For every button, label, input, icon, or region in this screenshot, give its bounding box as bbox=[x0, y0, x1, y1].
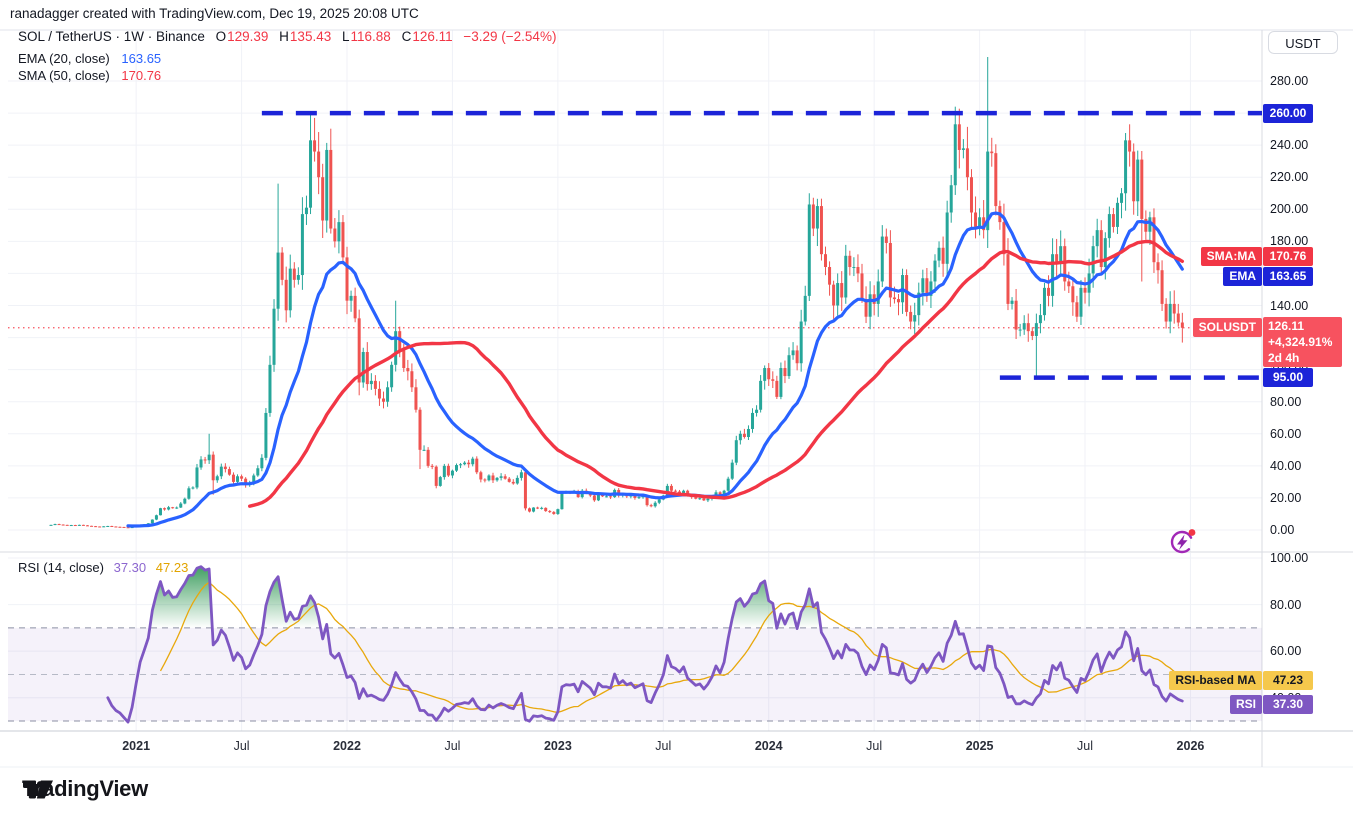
sma-axis-chip: SMA:MA bbox=[1200, 246, 1262, 266]
price-tick-label: 20.00 bbox=[1270, 490, 1302, 505]
price-tick-label: 40.00 bbox=[1270, 458, 1302, 473]
rsi-ma-axis-chip: RSI-based MA bbox=[1169, 671, 1262, 691]
ema-legend-row[interactable]: EMA (20, close) 163.65 bbox=[18, 52, 556, 65]
rsi-ma-badge[interactable]: 47.23 bbox=[1263, 671, 1313, 691]
rsi-value: 37.30 bbox=[113, 560, 147, 575]
symbol-legend[interactable]: SOL / TetherUS · 1W · Binance O129.39 H1… bbox=[18, 30, 556, 86]
rsi-legend-row[interactable]: RSI (14, close) 37.30 47.23 bbox=[18, 560, 194, 575]
change-value: −3.29 (−2.54%) bbox=[463, 29, 557, 44]
rsi-tick-label: 60.00 bbox=[1270, 644, 1302, 659]
lightning-bolt-icon bbox=[1177, 534, 1188, 550]
time-axis-label: Jul bbox=[233, 739, 250, 753]
attribution-text: ranadagger created with TradingView.com,… bbox=[10, 6, 419, 21]
price-tick-label: 180.00 bbox=[1270, 234, 1309, 249]
resistance-price-badge[interactable]: 260.00 bbox=[1263, 103, 1313, 123]
rsi-badge[interactable]: 37.30 bbox=[1263, 694, 1313, 714]
symbol-axis-chip: SOLUSDT bbox=[1192, 318, 1262, 338]
symbol-header-row[interactable]: SOL / TetherUS · 1W · Binance O129.39 H1… bbox=[18, 30, 556, 44]
price-tick-label: 220.00 bbox=[1270, 170, 1309, 185]
time-axis-label: Jul bbox=[866, 739, 883, 753]
rsi-tick-label: 80.00 bbox=[1270, 597, 1302, 612]
currency-button[interactable]: USDT bbox=[1268, 31, 1338, 54]
support-price-badge[interactable]: 95.00 bbox=[1263, 368, 1313, 388]
ema-price-badge[interactable]: 163.65 bbox=[1263, 266, 1313, 286]
low-value: L116.88 bbox=[341, 29, 391, 44]
time-axis-label: 2026 bbox=[1176, 739, 1205, 753]
sma-label: SMA (50, close) bbox=[18, 67, 110, 83]
price-tick-label: 140.00 bbox=[1270, 298, 1309, 313]
red-dot bbox=[1188, 529, 1196, 536]
price-tick-label: 80.00 bbox=[1270, 394, 1302, 409]
sma-legend-row[interactable]: SMA (50, close) 170.76 bbox=[18, 69, 556, 82]
ema-label: EMA (20, close) bbox=[18, 50, 110, 66]
symbol-title: SOL / TetherUS · 1W · Binance bbox=[18, 29, 205, 44]
rsi-label: RSI (14, close) bbox=[18, 560, 104, 575]
time-axis-label: Jul bbox=[444, 739, 461, 753]
time-axis-label: 2025 bbox=[965, 739, 994, 753]
price-tick-label: 280.00 bbox=[1270, 74, 1309, 88]
price-tick-label: 60.00 bbox=[1270, 426, 1302, 441]
time-axis-label: 2023 bbox=[543, 739, 572, 753]
open-value: O129.39 bbox=[215, 29, 269, 44]
total-change-percent: +4,324.91% bbox=[1268, 334, 1333, 349]
tradingview-logo-icon bbox=[23, 780, 53, 799]
rsi-tick-label: 100.00 bbox=[1270, 551, 1309, 565]
price-tick-label: 240.00 bbox=[1270, 138, 1309, 153]
rsi-ma-value: 47.23 bbox=[155, 560, 189, 575]
close-value: C126.11 bbox=[401, 29, 453, 44]
time-axis-label: 2022 bbox=[333, 739, 361, 753]
rsi-axis-chip: RSI bbox=[1229, 694, 1262, 714]
ema-value: 163.65 bbox=[121, 50, 162, 66]
tradingview-logo[interactable]: TradingView bbox=[22, 776, 148, 802]
flash-circle bbox=[1170, 530, 1194, 554]
ema-axis-chip: EMA bbox=[1223, 266, 1262, 286]
price-tick-label: 200.00 bbox=[1270, 202, 1309, 217]
flash-logo-icon[interactable] bbox=[1163, 523, 1201, 561]
sma-value: 170.76 bbox=[121, 67, 162, 83]
time-axis-label: Jul bbox=[1077, 739, 1094, 753]
high-value: H135.43 bbox=[279, 29, 332, 44]
sma-price-badge[interactable]: 170.76 bbox=[1263, 246, 1313, 266]
time-axis-label: 2024 bbox=[754, 739, 783, 753]
last-price-value: 126.11 bbox=[1268, 318, 1305, 333]
bar-countdown: 2d 4h bbox=[1268, 350, 1300, 365]
time-axis-label: 2021 bbox=[122, 739, 151, 753]
last-price-badge[interactable]: 126.11 +4,324.91% 2d 4h bbox=[1263, 316, 1342, 367]
price-tick-label: 0.00 bbox=[1270, 523, 1295, 537]
time-axis-label: Jul bbox=[655, 739, 672, 753]
